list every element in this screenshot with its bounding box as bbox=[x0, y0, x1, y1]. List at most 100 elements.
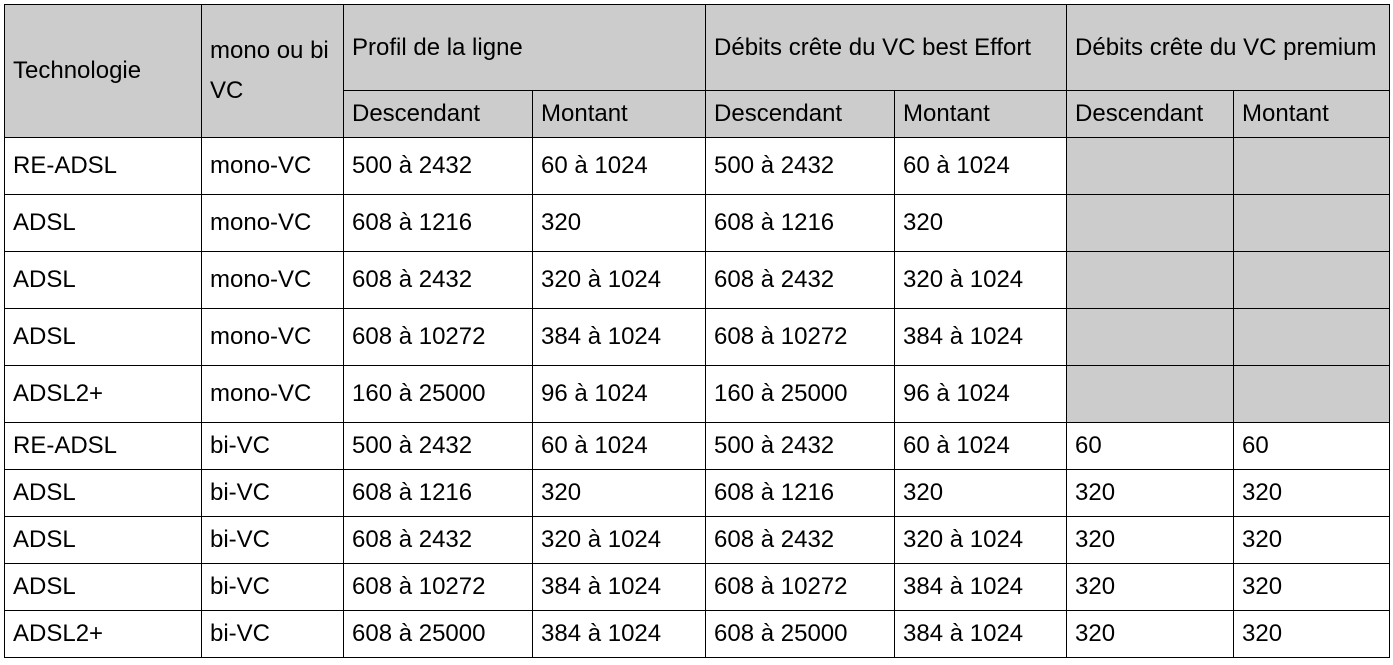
table-row: RE-ADSL mono-VC 500 à 2432 60 à 1024 500 à 2… bbox=[4, 137, 1391, 195]
table-row: ADSL mono-VC 608 à 10272 384 à 1024 608 à 10… bbox=[4, 308, 1391, 366]
cell-profil-montant: 384 à 1024 bbox=[531, 610, 707, 658]
cell-vc: mono-VC bbox=[201, 365, 344, 423]
header-row-1: Technologie mono ou bi VC Profil de la l… bbox=[4, 4, 1391, 138]
cell-vc: mono-VC bbox=[201, 137, 344, 195]
cell-best-effort-montant: 320 bbox=[894, 469, 1068, 517]
cell-profil-descendant: 160 à 25000 bbox=[343, 365, 533, 423]
cell-best-effort-descendant: 500 à 2432 bbox=[705, 422, 896, 470]
header-best-effort-descendant: Descendant bbox=[705, 90, 896, 138]
cell-technologie: RE-ADSL bbox=[4, 422, 202, 470]
rates-table: Technologie mono ou bi VC Profil de la l… bbox=[4, 4, 1391, 658]
cell-technologie: ADSL bbox=[4, 251, 202, 309]
cell-best-effort-montant: 60 à 1024 bbox=[894, 137, 1068, 195]
cell-profil-descendant: 608 à 1216 bbox=[343, 469, 533, 517]
cell-vc: bi-VC bbox=[201, 610, 344, 658]
cell-profil-montant: 320 bbox=[531, 469, 707, 517]
cell-premium-montant: 320 bbox=[1233, 610, 1391, 658]
header-profil-ligne: Profil de la ligne bbox=[342, 4, 707, 91]
header-best-effort: Débits crête du VC best Effort bbox=[705, 4, 1068, 91]
cell-profil-descendant: 608 à 10272 bbox=[343, 308, 533, 366]
cell-best-effort-descendant: 608 à 1216 bbox=[705, 194, 896, 252]
cell-best-effort-montant: 384 à 1024 bbox=[894, 563, 1068, 611]
cell-premium-descendant: 60 bbox=[1066, 422, 1235, 470]
cell-best-effort-descendant: 160 à 25000 bbox=[705, 365, 896, 423]
cell-profil-montant: 384 à 1024 bbox=[531, 563, 707, 611]
cell-profil-montant: 320 à 1024 bbox=[531, 251, 707, 309]
cell-profil-montant: 96 à 1024 bbox=[531, 365, 707, 423]
cell-best-effort-descendant: 608 à 25000 bbox=[705, 610, 896, 658]
cell-best-effort-descendant: 608 à 2432 bbox=[705, 251, 896, 309]
cell-vc: bi-VC bbox=[201, 469, 344, 517]
cell-vc: mono-VC bbox=[201, 251, 344, 309]
cell-premium-descendant: 320 bbox=[1066, 469, 1235, 517]
cell-best-effort-descendant: 500 à 2432 bbox=[705, 137, 896, 195]
cell-best-effort-montant: 384 à 1024 bbox=[894, 308, 1068, 366]
table-body: RE-ADSL mono-VC 500 à 2432 60 à 1024 500 à 2… bbox=[4, 137, 1391, 658]
cell-premium-montant bbox=[1233, 365, 1391, 423]
cell-premium-descendant: 320 bbox=[1066, 610, 1235, 658]
cell-technologie: ADSL2+ bbox=[4, 610, 202, 658]
cell-technologie: ADSL bbox=[4, 469, 202, 517]
cell-best-effort-montant: 320 à 1024 bbox=[894, 516, 1068, 564]
cell-best-effort-montant: 384 à 1024 bbox=[894, 610, 1068, 658]
cell-best-effort-montant: 320 bbox=[894, 194, 1068, 252]
cell-premium-montant bbox=[1233, 251, 1391, 309]
cell-vc: bi-VC bbox=[201, 516, 344, 564]
table-row: RE-ADSL bi-VC 500 à 2432 60 à 1024 500 à 243… bbox=[4, 422, 1391, 470]
cell-best-effort-montant: 60 à 1024 bbox=[894, 422, 1068, 470]
table-row: ADSL2+ mono-VC 160 à 25000 96 à 1024 160 à 2… bbox=[4, 365, 1391, 423]
cell-profil-montant: 384 à 1024 bbox=[531, 308, 707, 366]
cell-premium-montant: 320 bbox=[1233, 516, 1391, 564]
cell-technologie: ADSL bbox=[4, 563, 202, 611]
cell-technologie: ADSL2+ bbox=[4, 365, 202, 423]
header-profil-descendant: Descendant bbox=[343, 90, 533, 138]
header-technologie: Technologie bbox=[4, 4, 202, 138]
cell-profil-montant: 320 à 1024 bbox=[531, 516, 707, 564]
cell-premium-montant: 320 bbox=[1233, 469, 1391, 517]
cell-vc: mono-VC bbox=[201, 308, 344, 366]
cell-premium-montant: 320 bbox=[1233, 563, 1391, 611]
cell-profil-descendant: 608 à 10272 bbox=[343, 563, 533, 611]
cell-premium-montant: 60 bbox=[1233, 422, 1391, 470]
cell-premium-descendant bbox=[1066, 194, 1235, 252]
cell-best-effort-descendant: 608 à 2432 bbox=[705, 516, 896, 564]
cell-vc: mono-VC bbox=[201, 194, 344, 252]
cell-technologie: ADSL bbox=[4, 194, 202, 252]
cell-vc: bi-VC bbox=[201, 563, 344, 611]
header-premium: Débits crête du VC premium bbox=[1066, 4, 1391, 91]
cell-profil-montant: 60 à 1024 bbox=[531, 422, 707, 470]
cell-technologie: RE-ADSL bbox=[4, 137, 202, 195]
cell-best-effort-montant: 96 à 1024 bbox=[894, 365, 1068, 423]
cell-premium-descendant bbox=[1066, 137, 1235, 195]
cell-premium-descendant bbox=[1066, 251, 1235, 309]
cell-premium-montant bbox=[1233, 137, 1391, 195]
cell-technologie: ADSL bbox=[4, 516, 202, 564]
cell-best-effort-descendant: 608 à 1216 bbox=[705, 469, 896, 517]
header-premium-descendant: Descendant bbox=[1066, 90, 1235, 138]
header-best-effort-montant: Montant bbox=[894, 90, 1068, 138]
table-row: ADSL mono-VC 608 à 1216 320 608 à 1216 320 bbox=[4, 194, 1391, 252]
cell-profil-montant: 60 à 1024 bbox=[531, 137, 707, 195]
cell-premium-descendant: 320 bbox=[1066, 563, 1235, 611]
cell-best-effort-montant: 320 à 1024 bbox=[894, 251, 1068, 309]
cell-premium-descendant bbox=[1066, 308, 1235, 366]
cell-premium-descendant: 320 bbox=[1066, 516, 1235, 564]
cell-technologie: ADSL bbox=[4, 308, 202, 366]
header-premium-montant: Montant bbox=[1233, 90, 1391, 138]
table-row: ADSL bi-VC 608 à 2432 320 à 1024 608 à 2432 3… bbox=[4, 516, 1391, 564]
cell-profil-descendant: 608 à 2432 bbox=[343, 251, 533, 309]
cell-best-effort-descendant: 608 à 10272 bbox=[705, 563, 896, 611]
table-row: ADSL bi-VC 608 à 1216 320 608 à 1216 320 320 32… bbox=[4, 469, 1391, 517]
header-mono-bi-vc: mono ou bi VC bbox=[201, 4, 344, 138]
header-profil-montant: Montant bbox=[531, 90, 707, 138]
cell-premium-montant bbox=[1233, 308, 1391, 366]
cell-profil-descendant: 608 à 1216 bbox=[343, 194, 533, 252]
cell-premium-montant bbox=[1233, 194, 1391, 252]
table-row: ADSL mono-VC 608 à 2432 320 à 1024 608 à 243… bbox=[4, 251, 1391, 309]
cell-profil-montant: 320 bbox=[531, 194, 707, 252]
table-row: ADSL bi-VC 608 à 10272 384 à 1024 608 à 1027… bbox=[4, 563, 1391, 611]
cell-profil-descendant: 608 à 2432 bbox=[343, 516, 533, 564]
cell-best-effort-descendant: 608 à 10272 bbox=[705, 308, 896, 366]
cell-premium-descendant bbox=[1066, 365, 1235, 423]
header-row-2: Descendant Montant Descendant Montant De… bbox=[5, 90, 1391, 138]
